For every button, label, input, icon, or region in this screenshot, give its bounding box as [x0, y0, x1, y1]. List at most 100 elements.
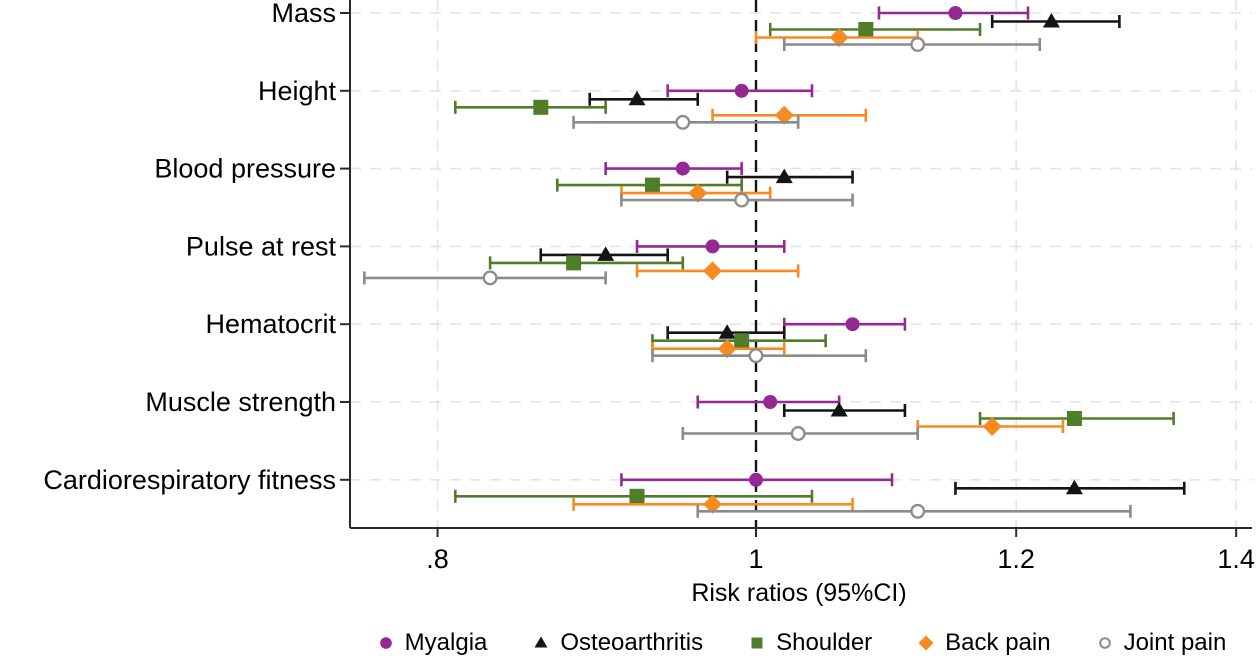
estimate-shoulder-mass	[768, 22, 982, 37]
diamond-marker	[774, 105, 794, 125]
square-marker	[566, 255, 582, 271]
estimate-myalgia-mass	[877, 6, 1030, 20]
circle-open-marker	[748, 348, 764, 364]
x-axis-title: Risk ratios (95%CI)	[691, 579, 906, 607]
estimate-back-pain-hematocrit	[651, 339, 786, 359]
estimate-joint-pain-height	[572, 114, 800, 130]
diamond-marker	[829, 28, 849, 47]
x-tick-label: 1	[748, 544, 763, 574]
x-tick-label: 1.2	[997, 544, 1035, 574]
diamond-marker	[688, 183, 708, 203]
estimate-myalgia-height	[666, 83, 814, 98]
estimate-back-pain-mass	[754, 28, 920, 47]
series-myalgia	[604, 6, 1030, 487]
circle-marker	[749, 472, 763, 487]
osteoarthritis-legend-triangle-icon	[534, 636, 548, 648]
estimate-back-pain-muscle-strength	[916, 417, 1065, 436]
triangle-marker	[597, 246, 615, 261]
series-back-pain	[572, 28, 1065, 514]
estimate-joint-pain-hematocrit	[651, 348, 868, 364]
circle-open-marker	[790, 426, 806, 441]
diamond-marker	[703, 261, 723, 281]
estimate-osteoarthritis-mass	[990, 13, 1121, 28]
triangle-marker	[1065, 479, 1083, 495]
estimate-myalgia-pulse-at-rest	[635, 239, 786, 254]
series-joint-pain	[363, 37, 1132, 519]
legend-marker	[751, 637, 763, 649]
square-marker	[533, 99, 549, 115]
estimate-myalgia-muscle-strength	[696, 395, 841, 409]
estimate-osteoarthritis-hematocrit	[666, 324, 786, 340]
estimate-osteoarthritis-muscle-strength	[782, 402, 907, 417]
circle-open-marker	[910, 37, 926, 52]
estimate-osteoarthritis-pulse-at-rest	[539, 246, 670, 262]
square-marker	[629, 488, 645, 504]
category-label-hematocrit: Hematocrit	[205, 309, 336, 339]
estimate-myalgia-hematocrit	[782, 317, 907, 332]
category-label-pulse-at-rest: Pulse at rest	[186, 231, 337, 261]
estimate-myalgia-blood-pressure	[604, 161, 743, 176]
back-pain-legend-diamond-icon	[918, 635, 934, 651]
circle-marker	[675, 161, 690, 176]
square-marker	[1066, 411, 1082, 426]
joint-pain-legend-circle-open-icon	[1098, 637, 1111, 649]
series-shoulder	[454, 22, 1175, 504]
square-marker	[734, 333, 750, 349]
legend-marker	[379, 637, 392, 649]
category-label-cardiorespiratory-fitness: Cardiorespiratory fitness	[43, 465, 336, 495]
legend-item-shoulder: Shoulder	[747, 629, 872, 657]
estimate-shoulder-muscle-strength	[978, 411, 1175, 426]
square-marker	[644, 177, 660, 193]
legend-marker	[918, 635, 934, 651]
legend-marker	[1098, 637, 1111, 649]
legend-marker	[534, 636, 548, 648]
legend-item-back-pain: Back pain	[916, 629, 1051, 657]
category-label-height: Height	[258, 76, 337, 106]
estimate-shoulder-height	[454, 99, 607, 115]
estimate-shoulder-pulse-at-rest	[488, 255, 685, 271]
legend-label: Joint pain	[1123, 629, 1227, 656]
estimate-back-pain-cardiorespiratory-fitness	[572, 494, 854, 514]
diamond-marker	[982, 417, 1002, 436]
circle-open-marker	[910, 503, 926, 519]
axes-layer	[340, 0, 1252, 537]
estimate-myalgia-cardiorespiratory-fitness	[620, 472, 894, 487]
estimate-back-pain-blood-pressure	[620, 183, 772, 203]
circle-marker	[763, 395, 778, 409]
estimate-osteoarthritis-height	[588, 90, 700, 106]
triangle-marker	[718, 324, 736, 339]
gridlines-layer	[350, 0, 1252, 528]
x-tick-label: .8	[426, 544, 449, 574]
estimate-shoulder-hematocrit	[651, 333, 827, 349]
triangle-marker	[775, 168, 793, 184]
estimate-joint-pain-muscle-strength	[681, 426, 920, 441]
circle-marker	[734, 83, 749, 98]
square-marker	[858, 22, 874, 37]
estimate-joint-pain-blood-pressure	[620, 192, 854, 208]
legend-label: Shoulder	[776, 629, 873, 656]
x-tick-label: 1.4	[1217, 544, 1255, 574]
legend-label: Osteoarthritis	[560, 629, 704, 656]
triangle-marker	[1042, 13, 1060, 28]
circle-open-marker	[675, 114, 691, 130]
circle-open-marker	[482, 270, 498, 286]
legend-item-myalgia: Myalgia	[376, 629, 487, 657]
estimate-osteoarthritis-cardiorespiratory-fitness	[954, 479, 1186, 495]
shoulder-legend-square-icon	[751, 637, 763, 649]
estimate-shoulder-blood-pressure	[555, 177, 743, 193]
triangle-marker	[830, 402, 848, 417]
diamond-marker	[703, 494, 723, 514]
circle-marker	[948, 6, 963, 20]
legend-label: Back pain	[945, 629, 1051, 656]
estimate-joint-pain-mass	[782, 37, 1042, 52]
category-label-mass: Mass	[271, 0, 336, 28]
estimate-back-pain-pulse-at-rest	[635, 261, 800, 281]
estimate-back-pain-height	[711, 105, 868, 125]
circle-marker	[705, 239, 720, 254]
series-osteoarthritis	[539, 13, 1186, 495]
estimate-joint-pain-cardiorespiratory-fitness	[696, 503, 1132, 519]
diamond-marker	[717, 339, 737, 359]
legend-item-joint-pain: Joint pain	[1095, 629, 1227, 657]
category-label-muscle-strength: Muscle strength	[145, 387, 336, 417]
